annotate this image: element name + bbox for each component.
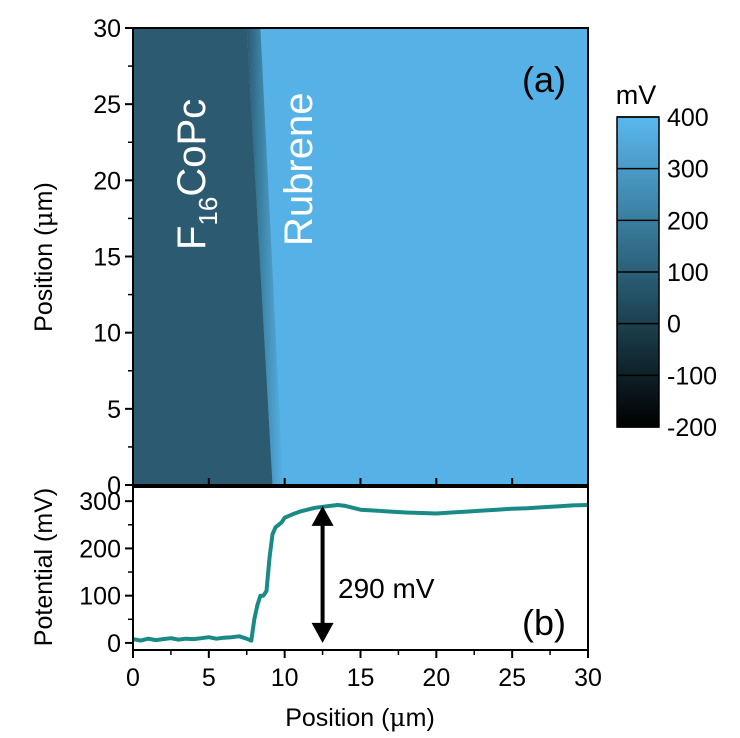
panel-b-y-axis: 0 100 200 300	[79, 488, 133, 658]
x-axis-title: Position (μm)	[285, 703, 435, 732]
colorbar-tick-label: 400	[667, 104, 709, 132]
x-tick-label: 5	[202, 664, 216, 692]
arrow-head-down	[311, 622, 334, 643]
colorbar: mV 400 300 200 100 0 -100 -200	[616, 80, 717, 442]
x-tick-label: 15	[347, 664, 375, 692]
colorbar-ticks: 400 300 200 100 0 -100 -200	[617, 104, 717, 442]
y-tick-label: 5	[107, 396, 121, 424]
y-tick-label: 20	[93, 167, 121, 195]
panel-a-heatmap: 0 5 10 15 20 25 30 Position (μm) F16CoPc Rubre…	[29, 15, 589, 500]
panel-b-line-chart: 0 100 200 300 0 5 10 15 20 25 30 Potential (mV) P…	[30, 486, 602, 732]
annotation-290mv: 290 mV	[338, 573, 435, 604]
y-tick-label: 200	[79, 535, 121, 563]
x-tick-label: 0	[126, 664, 140, 692]
x-tick-label: 25	[498, 664, 526, 692]
colorbar-tick-label: -200	[667, 414, 717, 442]
panel-b-label: (b)	[522, 602, 566, 643]
colorbar-tick-label: 200	[667, 207, 709, 235]
panel-b-x-axis: 0 5 10 15 20 25 30	[126, 650, 602, 692]
panel-a-x-ticks	[132, 478, 589, 485]
y-tick-label: 300	[79, 488, 121, 516]
panel-a-label: (a)	[522, 59, 566, 100]
annotation-arrow-290mv	[311, 505, 334, 643]
y-tick-label: 25	[93, 91, 121, 119]
colorbar-tick-label: -100	[667, 362, 717, 390]
series-line-potential	[132, 503, 589, 643]
panel-a-y-axis-title: Position (μm)	[29, 182, 58, 332]
colorbar-tick-label: 100	[667, 259, 709, 287]
y-tick-label: 10	[93, 320, 121, 348]
y-tick-label: 0	[107, 472, 121, 500]
colorbar-tick-label: 0	[667, 311, 681, 339]
heatmap-regions	[133, 28, 588, 485]
arrow-head-up	[311, 505, 334, 526]
region-label-f16copc: F16CoPc	[170, 99, 223, 250]
panel-a-y-axis: 0 5 10 15 20 25 30	[93, 15, 133, 500]
y-tick-label: 0	[107, 630, 121, 658]
x-tick-label: 20	[422, 664, 450, 692]
heatmap-boundary	[246, 28, 284, 485]
y-tick-label: 30	[93, 15, 121, 43]
heatmap-region-f16copc	[133, 28, 273, 485]
x-tick-label: 30	[574, 664, 602, 692]
y-tick-label: 100	[79, 583, 121, 611]
colorbar-unit: mV	[616, 80, 657, 110]
colorbar-tick-label: 300	[667, 156, 709, 184]
x-tick-label: 10	[271, 664, 299, 692]
y-tick-label: 15	[93, 244, 121, 272]
region-label-rubrene: Rubrene	[277, 93, 321, 246]
panel-b-y-axis-title: Potential (mV)	[30, 488, 58, 646]
